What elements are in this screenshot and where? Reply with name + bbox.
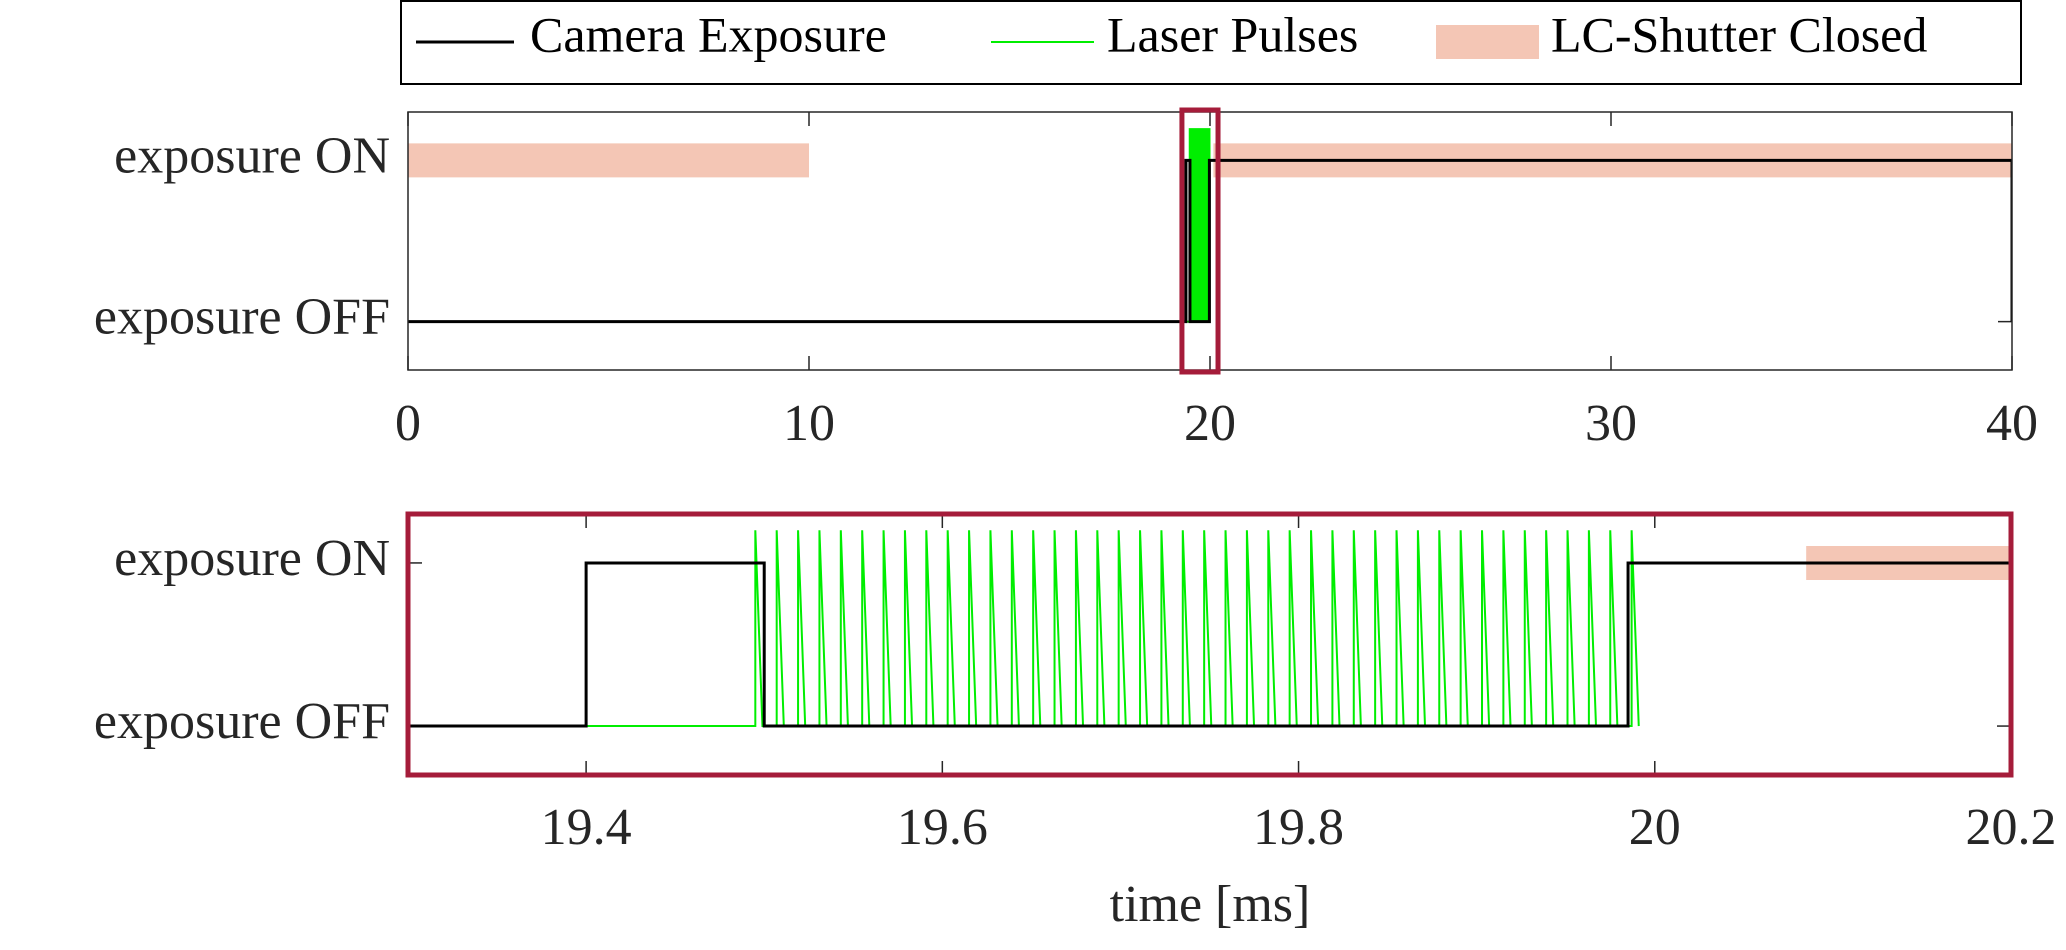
legend-label: Camera Exposure [530,6,887,62]
legend: Camera Exposure Laser Pulses LC-Shutter Cl… [416,6,1927,62]
legend-label: LC-Shutter Closed [1551,6,1927,62]
x-tick-label: 19.8 [1253,799,1344,856]
x-tick-label: 19.6 [897,799,988,856]
legend-label: Laser Pulses [1107,6,1358,62]
x-tick-label: 40 [1986,395,2038,452]
x-tick-label: 30 [1585,395,1637,452]
legend-box [400,0,2022,85]
series-line [408,561,2011,728]
x-tick-label: 20 [1629,799,1681,856]
x-axis-label: time [ms] [1110,876,1311,933]
series-line [586,530,1640,728]
x-tick-label: 20.2 [1966,799,2057,856]
x-tick-label: 20 [1184,395,1236,452]
axes-frame [405,511,2014,778]
series-line [408,158,2012,324]
x-tick-label: 0 [395,395,421,452]
y-tick-label: exposure OFF [94,289,390,346]
plot-area [408,128,2012,324]
y-tick-label: exposure ON [114,530,390,587]
y-tick-label: exposure OFF [94,693,390,750]
x-tick-label: 19.4 [541,799,632,856]
y-tick-label: exposure ON [114,127,390,184]
plot-area [408,530,2011,728]
zoom-box [1179,107,1221,375]
x-tick-label: 10 [783,395,835,452]
